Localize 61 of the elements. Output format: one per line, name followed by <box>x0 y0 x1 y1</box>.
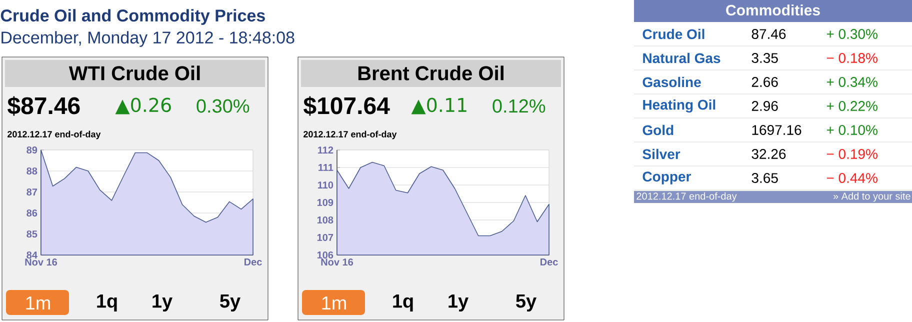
data-label: 32.26 <box>752 149 786 159</box>
category-label: Silver <box>642 148 680 160</box>
data-label: − 0.18% <box>826 53 878 63</box>
data-label: + 0.10% <box>826 125 878 135</box>
text: $107.64 <box>304 96 390 116</box>
text: » Add to your site <box>833 192 910 202</box>
chart-title: WTI Crude Oil <box>68 66 200 80</box>
x-tick-label: Dec <box>540 258 558 266</box>
text: 1m <box>26 296 50 310</box>
text: 2012.12.17 end-of-day <box>636 192 737 202</box>
y-tick-label: 89 <box>26 146 38 154</box>
y-tick-label: 108 <box>317 216 334 224</box>
category-label: Gold <box>642 124 674 136</box>
data-label: + 0.34% <box>826 77 878 87</box>
data-label: 1697.16 <box>752 125 802 135</box>
y-tick-label: 109 <box>317 198 334 206</box>
category-label: Natural Gas <box>643 52 720 64</box>
text: 1y <box>448 294 468 312</box>
text: ▲0.11 <box>411 98 466 114</box>
y-tick-label: 110 <box>318 181 334 189</box>
text: ▲0.26 <box>115 98 171 114</box>
x-tick-label: Nov 16 <box>25 258 58 266</box>
y-tick-label: 107 <box>317 234 334 242</box>
data-label: 3.35 <box>752 53 778 63</box>
text: December, Monday 17 2012 - 18:48:08 <box>2 31 294 47</box>
text: 5y <box>516 294 536 312</box>
text: 5y <box>220 294 240 312</box>
text: 2012.12.17 end-of-day <box>304 130 397 140</box>
y-tick-label: 106 <box>317 251 334 259</box>
y-tick-label: 87 <box>26 188 38 196</box>
data-label: − 0.19% <box>826 149 878 159</box>
x-tick-label: Nov 16 <box>321 258 354 266</box>
text: 1q <box>97 294 117 312</box>
text: 1y <box>152 294 172 312</box>
y-tick-label: 88 <box>26 167 38 175</box>
data-label: − 0.44% <box>826 173 878 183</box>
chart-title: Brent Crude Oil <box>358 66 504 80</box>
text: Commodities <box>726 4 820 16</box>
text: 2012.12.17 end-of-day <box>8 130 101 140</box>
y-tick-label: 85 <box>26 230 38 238</box>
category-label: Gasoline <box>642 76 701 88</box>
text: $87.46 <box>8 96 80 116</box>
category-label: Copper <box>642 172 691 184</box>
text: Crude Oil and Commodity Prices <box>0 9 265 25</box>
data-label: 87.46 <box>752 29 786 39</box>
data-label: 2.96 <box>752 101 778 111</box>
text: 0.12% <box>492 99 546 113</box>
data-label: 3.65 <box>752 173 778 183</box>
category-label: Heating Oil <box>643 99 716 113</box>
x-tick-label: Dec <box>244 258 262 266</box>
y-tick-label: 86 <box>26 209 38 217</box>
y-tick-label: 112 <box>318 146 334 154</box>
category-label: Crude Oil <box>642 28 704 40</box>
text: 1q <box>393 294 413 312</box>
text: 1m <box>322 296 346 310</box>
text: 0.30% <box>196 99 250 113</box>
data-label: + 0.30% <box>826 29 878 39</box>
y-tick-label: 84 <box>26 251 38 259</box>
data-label: 2.66 <box>752 77 778 87</box>
y-tick-label: 111 <box>318 164 334 171</box>
data-label: + 0.22% <box>826 101 878 111</box>
